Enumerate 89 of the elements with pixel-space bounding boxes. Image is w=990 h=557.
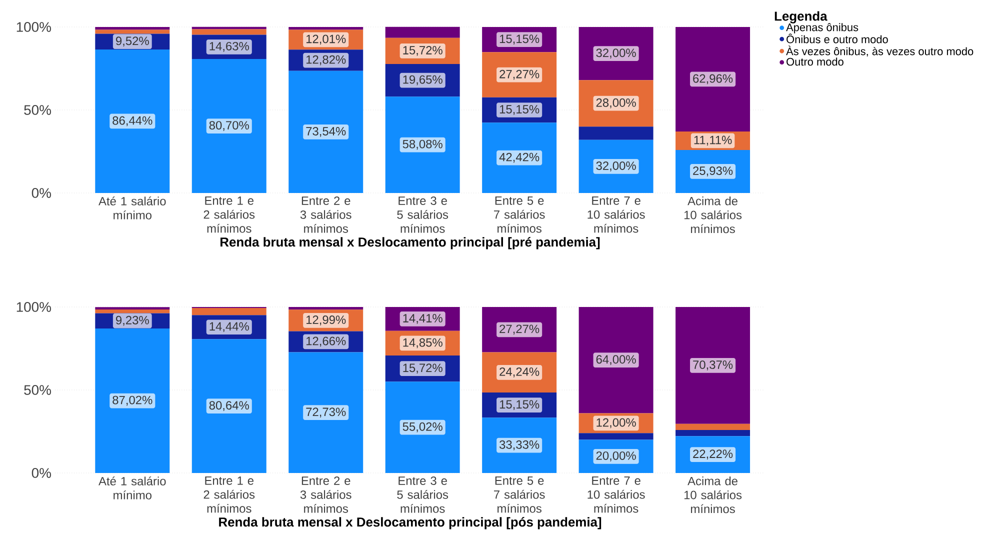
data-label: 25,93% <box>693 166 733 176</box>
legend-label: Às vezes ônibus, às vezes outro modo <box>786 46 974 57</box>
x-axis-title: Renda bruta mensal x Deslocamento principal [pós pandemia] <box>219 517 602 530</box>
bar <box>192 339 266 473</box>
data-label: 19,65% <box>403 75 442 86</box>
data-label: 28,00% <box>596 98 636 108</box>
data-label: 14,41% <box>403 314 442 324</box>
data-label: 32,00% <box>596 48 636 58</box>
x-tick-label: Acima de 10 salários mínimos <box>684 476 742 514</box>
x-tick-label: Entre 1 e 2 salários mínimos <box>204 476 255 513</box>
bar <box>95 307 170 310</box>
bar <box>676 307 750 424</box>
data-label: 86,44% <box>112 116 152 126</box>
data-label: 55,02% <box>402 422 442 432</box>
data-label: 14,44% <box>210 322 249 332</box>
data-label: 12,00% <box>596 418 636 428</box>
data-label: 72,73% <box>306 408 346 418</box>
x-tick-label: Até 1 salário mínimo <box>98 196 166 220</box>
data-label: 42,42% <box>499 152 540 163</box>
x-tick-label: Entre 7 e 10 salários mínimos <box>588 196 645 233</box>
data-label: 12,01% <box>306 34 346 45</box>
y-tick-label: 0% <box>32 468 51 478</box>
data-label: 58,08% <box>402 140 442 150</box>
bar <box>288 27 364 30</box>
y-tick-label: 50% <box>24 105 51 115</box>
x-tick-label: Entre 5 e 7 salários mínimos <box>494 196 545 233</box>
x-tick-label: Entre 5 e 7 salários mínimos <box>494 476 545 513</box>
data-label: 15,15% <box>500 105 540 115</box>
data-label: 14,85% <box>403 338 442 348</box>
data-label: 32,00% <box>596 161 636 172</box>
data-label: 27,27% <box>500 70 540 80</box>
y-tick-label: 50% <box>24 385 51 395</box>
data-label: 62,96% <box>693 74 733 84</box>
bar <box>192 59 266 193</box>
data-label: 15,15% <box>500 34 540 44</box>
data-label: 15,72% <box>403 364 442 374</box>
x-tick-label: Entre 2 e 3 salários mínimos <box>300 196 352 233</box>
y-tick-label: 100% <box>16 302 51 312</box>
data-label: 9,23% <box>116 316 149 326</box>
bar <box>578 126 654 140</box>
x-tick-label: Entre 3 e 5 salários mínimos <box>397 476 448 513</box>
data-label: 20,00% <box>596 451 636 462</box>
bar <box>95 310 170 314</box>
data-label: 9,52% <box>116 36 149 47</box>
data-label: 27,27% <box>500 324 540 335</box>
bar <box>385 382 460 473</box>
data-label: 80,64% <box>209 401 249 411</box>
data-label: 87,02% <box>112 396 152 406</box>
x-tick-label: Até 1 salário mínimo <box>98 476 166 500</box>
bar <box>95 27 170 30</box>
bar <box>385 96 460 193</box>
data-label: 15,72% <box>403 46 442 56</box>
x-tick-label: Entre 3 e 5 salários mínimos <box>397 196 448 233</box>
data-label: 73,54% <box>306 127 346 137</box>
legend-label: Apenas ônibus <box>786 23 858 34</box>
data-label: 12,66% <box>306 336 346 347</box>
x-tick-label: Acima de 10 salários mínimos <box>684 196 742 234</box>
data-label: 24,24% <box>500 367 540 378</box>
bar <box>578 306 654 414</box>
bar <box>578 433 654 440</box>
data-label: 64,00% <box>596 355 636 366</box>
data-label: 80,70% <box>209 121 249 131</box>
y-tick-label: 0% <box>32 188 51 198</box>
bar <box>192 29 266 35</box>
data-label: 12,82% <box>306 55 346 66</box>
bar <box>385 26 460 38</box>
bar <box>676 424 750 430</box>
legend-label: Outro modo <box>786 58 844 66</box>
x-tick-label: Entre 7 e 10 salários mínimos <box>588 476 645 513</box>
x-tick-label: Entre 1 e 2 salários mínimos <box>204 196 255 233</box>
bar <box>288 307 364 310</box>
x-axis-title: Renda bruta mensal x Deslocamento principal [pré pandemia] <box>220 237 600 250</box>
x-tick-label: Entre 2 e 3 salários mínimos <box>300 476 352 513</box>
data-label: 22,22% <box>693 450 733 460</box>
bar <box>676 26 750 132</box>
legend-label: Ônibus e outro modo <box>786 34 888 44</box>
legend-title: Legenda <box>774 11 828 24</box>
data-label: 11,11% <box>694 136 732 146</box>
bar <box>192 308 266 316</box>
data-label: 70,37% <box>693 360 733 370</box>
data-label: 12,99% <box>306 316 346 326</box>
data-label: 14,63% <box>210 42 249 52</box>
y-tick-label: 100% <box>16 22 51 32</box>
data-label: 15,15% <box>500 400 540 410</box>
data-label: 33,33% <box>499 440 540 450</box>
bar <box>676 430 750 436</box>
bar <box>288 352 364 473</box>
bar <box>288 70 364 193</box>
bar <box>192 26 266 30</box>
